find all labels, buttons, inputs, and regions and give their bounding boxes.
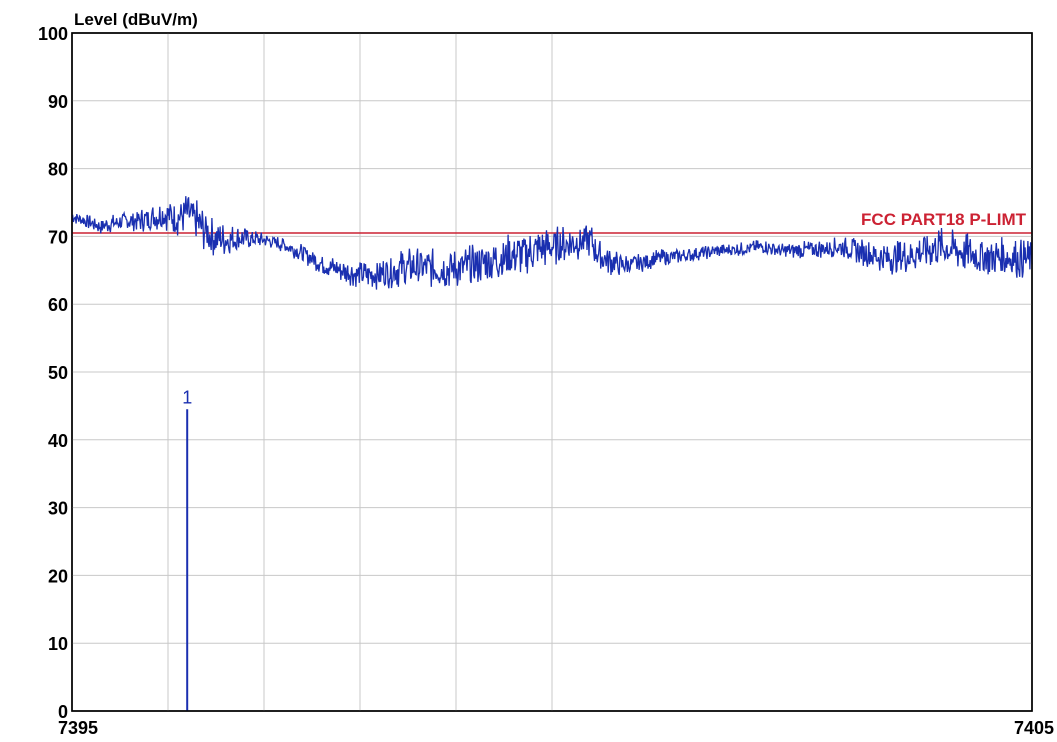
- x-tick-label-start: 7395: [58, 718, 98, 738]
- limit-line-label: FCC PART18 P-LIMT: [861, 210, 1027, 229]
- y-axis-label: Level (dBuV/m): [74, 10, 198, 29]
- y-tick-label: 90: [48, 92, 68, 112]
- y-tick-label: 60: [48, 295, 68, 315]
- series-layer: [71, 196, 1033, 290]
- plot-border: [71, 32, 1033, 712]
- y-tick-label: 20: [48, 566, 68, 586]
- x-tick-label-end: 7405: [1014, 718, 1054, 738]
- y-tick-label: 0: [58, 702, 68, 722]
- y-tick-label: 100: [38, 24, 68, 44]
- y-tick-label: 40: [48, 431, 68, 451]
- y-tick-label: 80: [48, 160, 68, 180]
- grid-layer: [72, 33, 1032, 711]
- series-trace: [71, 196, 1033, 290]
- label-layer: Level (dBuV/m) 0 10 20 30 40 50 60 70 80 90 100 739…: [38, 10, 1054, 738]
- y-tick-label: 50: [48, 363, 68, 383]
- marker-label: 1: [182, 387, 192, 407]
- y-tick-label: 10: [48, 634, 68, 654]
- y-tick-label: 30: [48, 499, 68, 519]
- y-tick-label: 70: [48, 227, 68, 247]
